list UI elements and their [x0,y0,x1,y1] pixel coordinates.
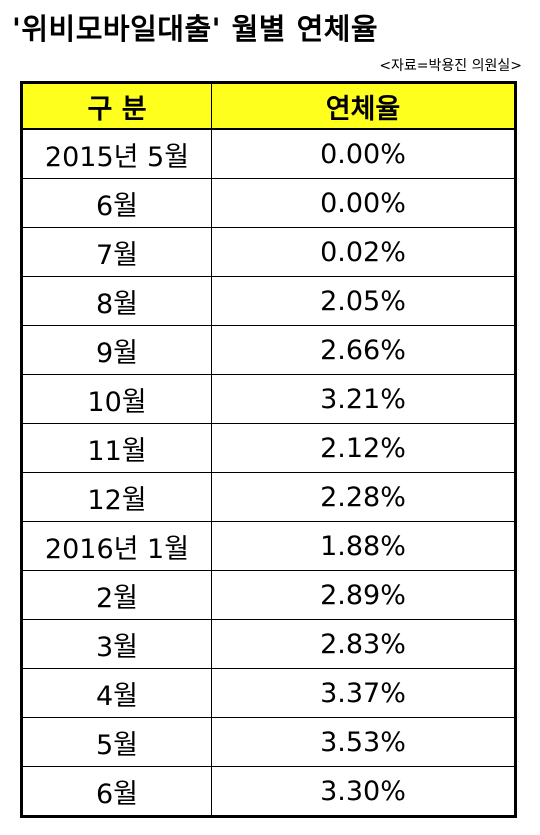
table-row: 4월 3.37% [21,668,516,718]
period-cell: 12월 [21,472,212,522]
rate-cell: 0.00% [211,178,516,228]
table-row: 2015년 5월 0.00% [21,128,516,179]
table-body: 2015년 5월 0.00% 6월 0.00% 7월 0.02% 8월 2.05% 9월 2.66… [21,128,516,817]
period-cell: 2016년 1월 [21,521,212,571]
period-cell: 6월 [21,178,212,228]
rate-cell: 0.02% [211,227,516,277]
table-row: 9월 2.66% [21,325,516,375]
period-cell: 6월 [21,766,212,817]
rate-cell: 3.30% [211,766,516,817]
table-row: 2016년 1월 1.88% [21,521,516,571]
period-cell: 9월 [21,325,212,375]
rate-cell: 2.12% [211,423,516,473]
table-row: 11월 2.12% [21,423,516,473]
table-row: 6월 3.30% [21,766,516,817]
rate-cell: 2.28% [211,472,516,522]
table-header-row: 구 분 연체율 [21,82,516,130]
table-row: 5월 3.53% [21,717,516,767]
table-row: 3월 2.83% [21,619,516,669]
period-cell: 7월 [21,227,212,277]
header-period: 구 분 [21,82,212,130]
period-cell: 2월 [21,570,212,620]
page-title: '위비모바일대출' 월별 연체율 [12,12,379,46]
table-row: 10월 3.21% [21,374,516,424]
period-cell: 8월 [21,276,212,326]
source-note: <자료=박용진 의원실> [379,58,522,74]
rate-cell: 2.05% [211,276,516,326]
period-cell: 5월 [21,717,212,767]
period-cell: 11월 [21,423,212,473]
rate-cell: 3.37% [211,668,516,718]
rate-cell: 2.83% [211,619,516,669]
period-cell: 4월 [21,668,212,718]
table-row: 12월 2.28% [21,472,516,522]
table-row: 6월 0.00% [21,178,516,228]
table-row: 7월 0.02% [21,227,516,277]
period-cell: 3월 [21,619,212,669]
rate-cell: 0.00% [211,128,516,179]
rate-cell: 2.66% [211,325,516,375]
rate-cell: 2.89% [211,570,516,620]
period-cell: 10월 [21,374,212,424]
table-row: 2월 2.89% [21,570,516,620]
table-row: 8월 2.05% [21,276,516,326]
rate-cell: 3.53% [211,717,516,767]
period-cell: 2015년 5월 [21,128,212,179]
delinquency-table: 구 분 연체율 2015년 5월 0.00% 6월 0.00% 7월 0.02% 8월 2.0… [20,81,517,818]
rate-cell: 1.88% [211,521,516,571]
rate-cell: 3.21% [211,374,516,424]
header-delinquency-rate: 연체율 [211,82,516,130]
